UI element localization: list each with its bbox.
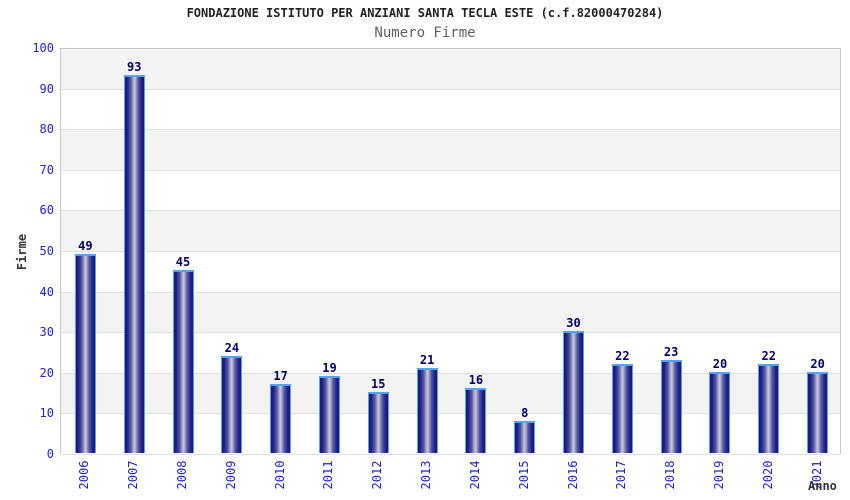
y-tick-label: 30 <box>39 325 54 340</box>
y-tick-label: 10 <box>39 406 54 421</box>
bar-2019 <box>709 371 731 453</box>
x-tick-label: 2009 <box>223 460 238 490</box>
plot-area: 49 93 45 24 17 19 15 21 16 8 30 22 23 20 22 20 <box>60 48 841 455</box>
y-tick-label: 60 <box>39 203 54 218</box>
x-tick-label: 2010 <box>272 460 287 490</box>
bar-value-label: 22 <box>615 348 630 363</box>
bar-2015 <box>514 420 536 453</box>
x-axis-title: Anno <box>808 479 837 493</box>
bar-2017 <box>611 363 633 453</box>
bar-value-label: 17 <box>273 368 288 383</box>
chart-title: FONDAZIONE ISTITUTO PER ANZIANI SANTA TE… <box>186 6 664 20</box>
x-tick-label: 2013 <box>419 460 434 490</box>
bar-2006 <box>74 254 96 453</box>
background-band <box>61 130 840 171</box>
x-tick-label: 2011 <box>321 460 336 490</box>
background-band <box>61 211 840 252</box>
bar-2020 <box>758 363 780 453</box>
bar-value-label: 20 <box>712 356 728 371</box>
bar-2013 <box>416 367 438 453</box>
bar-2021 <box>807 371 829 453</box>
bar-2018 <box>660 359 682 453</box>
bar-2012 <box>367 392 389 453</box>
y-tick-label: 70 <box>39 162 54 177</box>
y-tick-label: 50 <box>39 244 54 258</box>
bar-value-label: 30 <box>566 316 581 331</box>
x-tick-label: 2012 <box>370 460 385 490</box>
x-tick-label: 2018 <box>663 460 678 490</box>
y-tick-label: 40 <box>39 284 54 299</box>
x-tick-label: 2019 <box>711 460 726 490</box>
bar-value-label: 21 <box>419 352 435 367</box>
bar-2011 <box>318 375 340 453</box>
x-tick-label: 2015 <box>516 460 531 490</box>
y-axis-title: Firme <box>15 233 29 271</box>
y-tick-label: 80 <box>39 122 54 137</box>
bar-value-label: 24 <box>224 340 240 355</box>
bar-2008 <box>172 270 194 453</box>
bar-2009 <box>221 355 243 453</box>
y-tick-label: 100 <box>32 41 54 55</box>
bar-value-label: 93 <box>126 60 142 75</box>
y-tick-label: 20 <box>39 365 54 380</box>
x-tick-label: 2006 <box>77 460 92 490</box>
bar-value-label: 16 <box>468 373 484 388</box>
x-tick-label: 2007 <box>126 460 141 490</box>
x-tick-label: 2008 <box>175 460 190 490</box>
bar-value-label: 22 <box>761 348 776 363</box>
chart-subtitle: Numero Firme <box>374 25 476 41</box>
x-tick-label: 2020 <box>760 460 775 490</box>
bar-value-label: 15 <box>371 377 386 392</box>
bar-2014 <box>465 388 487 453</box>
bar-value-label: 49 <box>78 239 93 254</box>
bar-value-label: 20 <box>810 356 825 371</box>
background-band <box>61 89 840 131</box>
x-tick-label: 2014 <box>467 460 482 490</box>
background-band <box>61 49 840 90</box>
x-tick-label: 2016 <box>565 460 580 490</box>
x-axis-ticks: 2006 2007 2008 2009 2010 2011 2012 2013 2014 2015… <box>60 454 841 500</box>
x-tick-label: 2017 <box>614 460 629 490</box>
y-tick-label: 0 <box>46 447 54 461</box>
bar-2016 <box>563 331 585 453</box>
background-band <box>61 170 840 212</box>
bar-2007 <box>123 75 145 453</box>
y-tick-label: 90 <box>39 81 54 96</box>
bar-value-label: 19 <box>322 360 337 375</box>
bar-value-label: 23 <box>663 344 679 359</box>
bar-value-label: 45 <box>175 255 191 270</box>
bar-value-label: 8 <box>521 405 529 420</box>
bar-2010 <box>270 383 292 453</box>
